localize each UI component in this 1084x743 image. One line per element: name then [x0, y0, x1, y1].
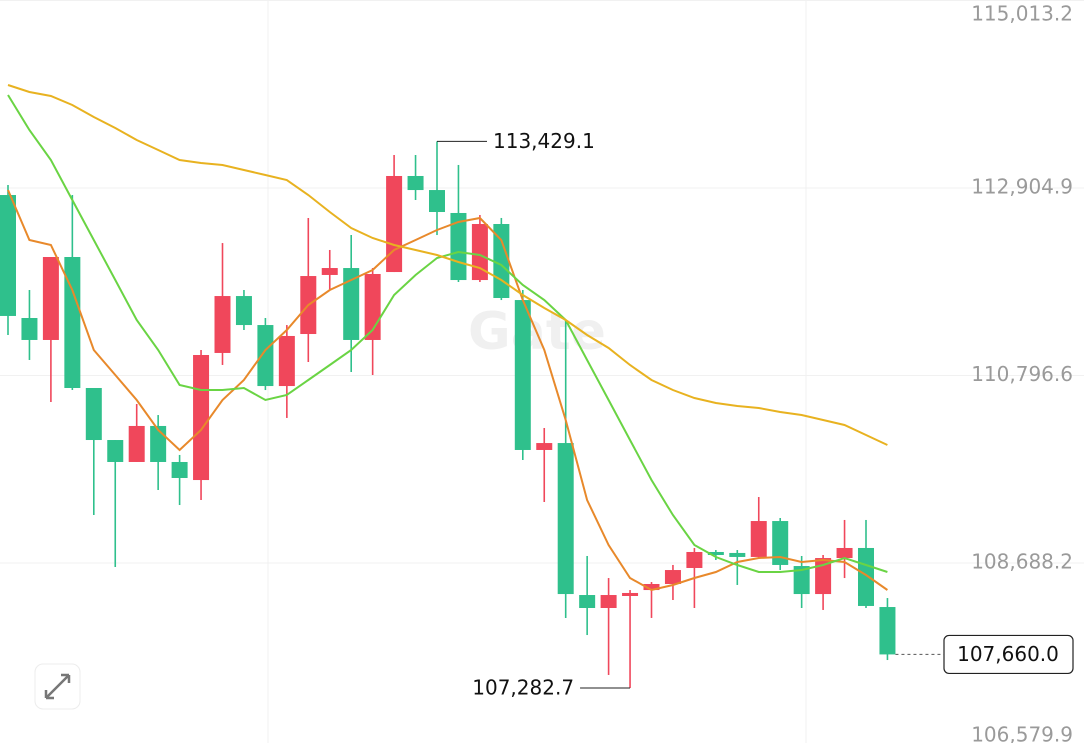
- candle-body: [858, 547, 874, 606]
- last-price-label: 107,660.0: [957, 642, 1059, 666]
- y-tick-label: 110,796.6: [971, 362, 1073, 386]
- candle-body: [643, 583, 660, 591]
- candle-body: [42, 257, 59, 340]
- expand-icon[interactable]: [44, 673, 71, 700]
- candle-body: [879, 607, 896, 655]
- moving-average-line: [7, 94, 888, 573]
- candle-body: [128, 425, 145, 462]
- high-label: 113,429.1: [493, 129, 595, 153]
- candle-body: [493, 224, 510, 299]
- candle-body: [0, 195, 16, 316]
- candle-body: [386, 175, 403, 273]
- candle-body: [686, 551, 703, 568]
- y-tick-label: 108,688.2: [971, 549, 1073, 573]
- candle-body: [815, 558, 832, 595]
- y-tick-label: 106,579.9: [971, 723, 1073, 743]
- low-label: 107,282.7: [472, 675, 574, 699]
- last-price-box: [943, 634, 1074, 675]
- moving-average-line: [7, 84, 888, 446]
- moving-average-line: [7, 189, 888, 592]
- candle-body: [536, 443, 553, 450]
- expand-button[interactable]: [34, 663, 81, 710]
- candle-body: [579, 595, 596, 609]
- candle-body: [664, 570, 681, 584]
- candle-body: [707, 551, 724, 556]
- candle-body: [278, 335, 295, 387]
- candle-body: [235, 296, 252, 326]
- candle-body: [85, 387, 102, 441]
- candle-body: [343, 268, 360, 340]
- y-tick-label: 112,904.9: [971, 175, 1073, 199]
- candle-body: [193, 355, 210, 481]
- y-tick-label: 115,013.2: [971, 2, 1073, 26]
- candle-body: [21, 318, 38, 340]
- candle-body: [321, 268, 338, 275]
- candle-body: [171, 461, 188, 478]
- candle-body: [429, 190, 445, 213]
- candle-body: [622, 592, 639, 597]
- candle-body: [729, 552, 746, 557]
- candle-body: [64, 257, 81, 388]
- candle-body: [407, 175, 424, 191]
- candle-body: [514, 300, 531, 450]
- candle-body: [600, 595, 617, 609]
- candle-body: [772, 521, 789, 565]
- candle-body: [836, 547, 853, 559]
- candle-body: [107, 440, 124, 462]
- candle-body: [750, 521, 767, 557]
- candle-body: [257, 325, 274, 387]
- candle-body: [793, 566, 810, 595]
- candle-body: [557, 443, 574, 595]
- candle-body: [214, 296, 231, 353]
- candle-body: [150, 425, 167, 462]
